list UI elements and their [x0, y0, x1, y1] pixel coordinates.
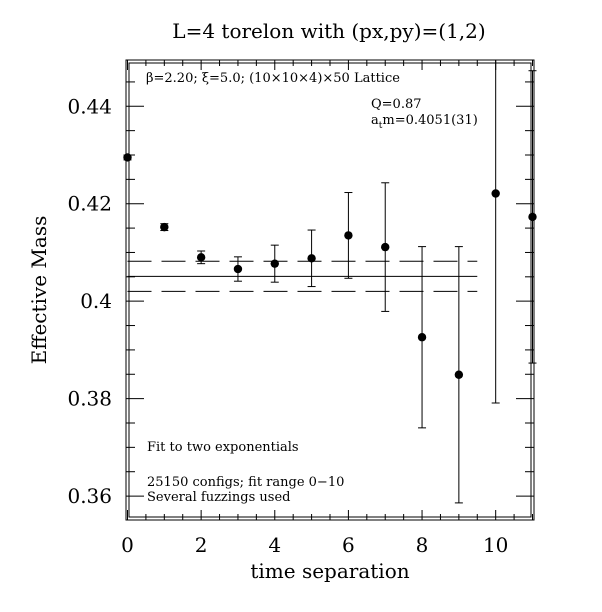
data-point — [344, 231, 353, 240]
axis-tick-labels: 0 2 4 6 8 10 0.36 0.38 0.4 0.42 0.44 — [67, 94, 508, 557]
x-axis-label: time separation — [250, 559, 409, 583]
data-point — [381, 242, 390, 252]
data-point — [528, 212, 537, 222]
data-points — [123, 153, 537, 379]
configs-note: 25150 configs; fit range 0−10 — [147, 475, 344, 490]
y-tick-label: 0.42 — [67, 192, 112, 216]
data-point — [270, 259, 279, 268]
data-point — [417, 333, 427, 342]
fit-note: Fit to two exponentials — [147, 440, 299, 455]
x-tick-label: 8 — [416, 533, 429, 557]
mass-annotation-value: m=0.4051(31) — [382, 113, 477, 128]
y-tick-label: 0.44 — [67, 94, 112, 118]
data-point — [454, 370, 464, 379]
q-annotation: Q=0.87 — [371, 97, 422, 112]
data-point — [160, 222, 169, 232]
data-point — [491, 189, 500, 198]
mass-annotation-subscript: t — [379, 121, 383, 131]
fit-band — [127, 260, 478, 292]
y-axis-label: Effective Mass — [27, 216, 51, 365]
x-tick-label: 10 — [483, 533, 508, 557]
mass-annotation-prefix: a — [371, 113, 379, 128]
x-tick-label: 2 — [195, 533, 208, 557]
lattice-annotation: β=2.20; ξ=5.0; (10×10×4)×50 Lattice — [146, 71, 400, 86]
data-point — [196, 253, 206, 262]
data-point — [123, 153, 132, 162]
x-tick-label: 0 — [121, 533, 134, 557]
y-tick-label: 0.4 — [80, 289, 112, 313]
mass-annotation: atm=0.4051(31) — [371, 113, 478, 131]
y-tick-label: 0.38 — [67, 387, 112, 411]
data-point — [307, 254, 316, 263]
fuzz-note: Several fuzzings used — [147, 490, 291, 505]
y-tick-label: 0.36 — [67, 484, 112, 508]
x-tick-label: 6 — [342, 533, 355, 557]
chart-title: L=4 torelon with (px,py)=(1,2) — [172, 19, 485, 43]
axis-ticks — [126, 60, 534, 520]
x-tick-label: 4 — [268, 533, 281, 557]
data-point — [233, 264, 243, 274]
